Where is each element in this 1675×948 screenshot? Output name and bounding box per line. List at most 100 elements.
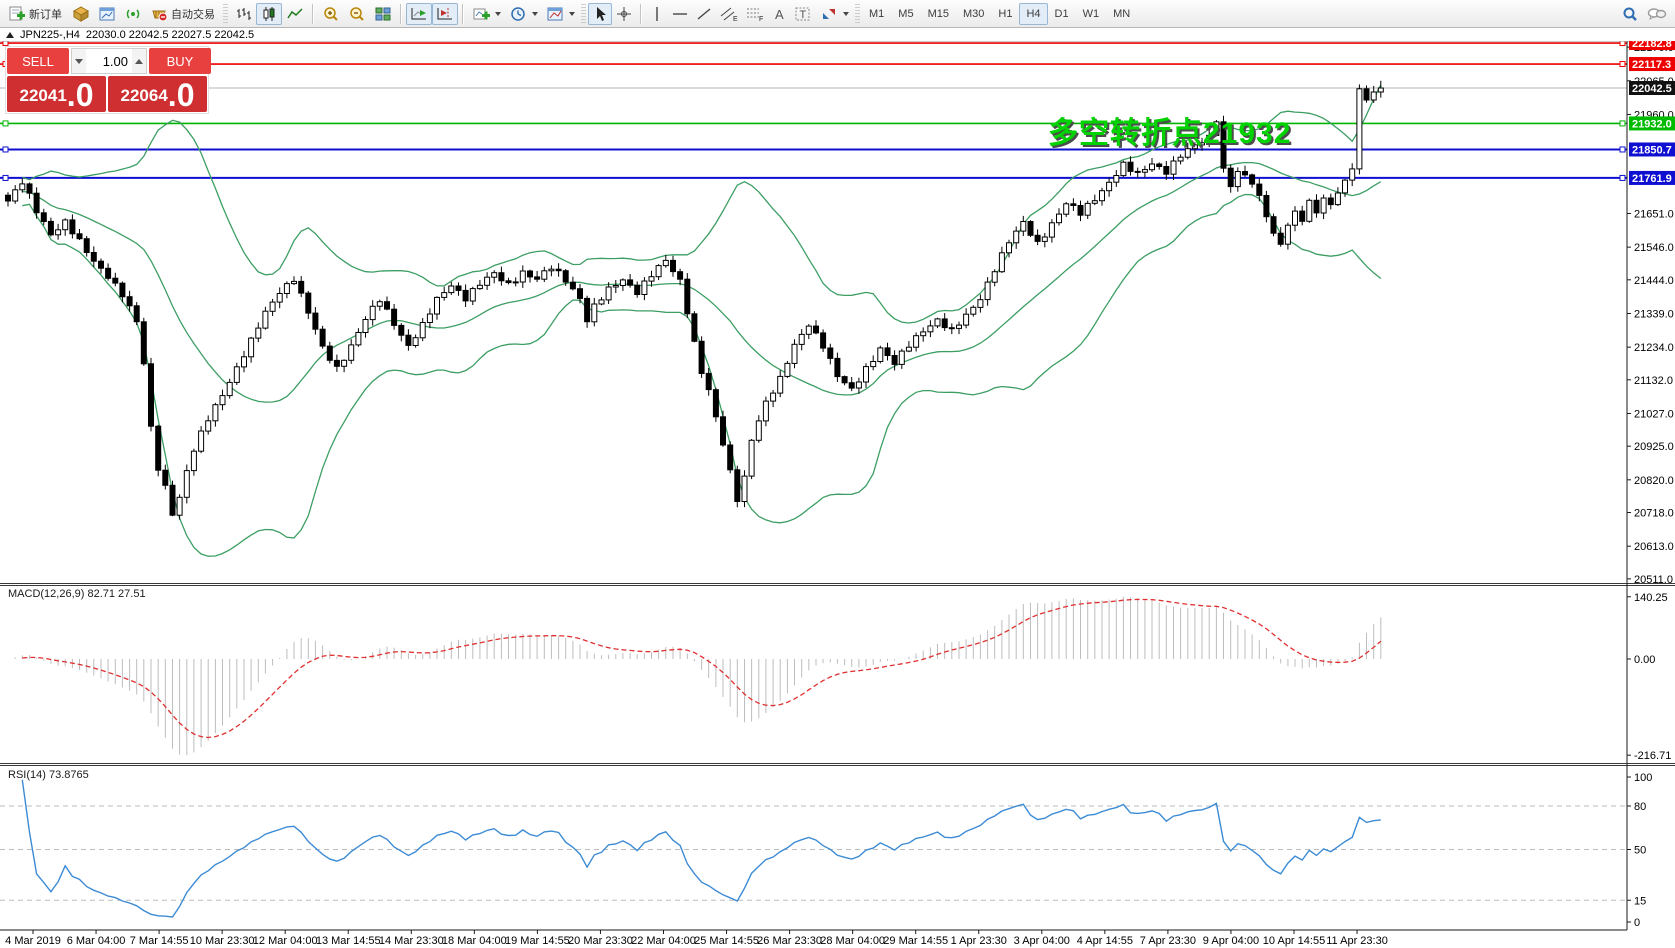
equidistant-channel-icon: E	[720, 7, 738, 22]
vertical-line-button[interactable]	[646, 3, 668, 25]
svg-text:20 Mar 23:30: 20 Mar 23:30	[568, 935, 633, 947]
one-click-trading-panel: SELL BUY 22041.0 22064.0	[5, 46, 211, 114]
candlestick-chart-button[interactable]	[256, 2, 282, 25]
rsi-line	[21, 779, 1381, 918]
svg-text:9 Apr 04:00: 9 Apr 04:00	[1203, 935, 1259, 947]
volume-input[interactable]	[86, 49, 132, 73]
autotrading-button[interactable]: 自动交易	[146, 3, 221, 25]
autotrading-label: 自动交易	[171, 8, 215, 21]
text-label-button[interactable]: T	[790, 3, 816, 25]
macd-axis[interactable]: 140.25 0.00 -216.71	[1627, 592, 1671, 762]
svg-text:T: T	[800, 9, 807, 21]
svg-text:4 Mar 2019: 4 Mar 2019	[5, 935, 61, 947]
auto-scroll-button[interactable]	[406, 2, 432, 25]
timeframe-m15-button[interactable]: M15	[927, 7, 949, 20]
fibonacci-button[interactable]: F	[742, 3, 768, 25]
toolbar-separator	[312, 3, 314, 24]
text-label-icon: T	[795, 7, 810, 21]
svg-text:A: A	[775, 7, 784, 22]
symbol-info-bar: JPN225-,H4 22030.0 22042.5 22027.5 22042…	[0, 28, 1675, 41]
chat-button[interactable]	[1643, 3, 1671, 25]
zoom-out-button[interactable]	[344, 3, 370, 25]
svg-text:0: 0	[1634, 917, 1640, 929]
shapes-button[interactable]	[816, 3, 853, 25]
chart-shift-icon	[437, 7, 452, 19]
trendline-button[interactable]	[692, 3, 716, 25]
svg-text:20925.0: 20925.0	[1634, 441, 1674, 453]
line-chart-button[interactable]	[282, 3, 308, 25]
svg-text:21444.0: 21444.0	[1634, 275, 1674, 287]
svg-text:3 Apr 04:00: 3 Apr 04:00	[1014, 935, 1070, 947]
time-axis[interactable]: 4 Mar 2019 6 Mar 04:00 7 Mar 14:55 10 Mar 2…	[5, 930, 1388, 947]
svg-text:22117.3: 22117.3	[1632, 59, 1671, 71]
svg-text:7 Mar 14:55: 7 Mar 14:55	[130, 935, 189, 947]
price-badges: 22182.8 22117.3 21932.0 21850.7 21761.9 22042…	[1629, 41, 1675, 185]
channel-button[interactable]: E	[716, 3, 742, 25]
search-button[interactable]	[1617, 3, 1643, 25]
volume-decrease-button[interactable]	[72, 49, 86, 73]
sell-button[interactable]: SELL	[7, 48, 69, 74]
text-button[interactable]: A	[768, 3, 790, 25]
svg-text:21132.0: 21132.0	[1634, 375, 1673, 387]
toolbar-grip	[581, 3, 586, 24]
svg-text:1 Apr 23:30: 1 Apr 23:30	[951, 935, 1007, 947]
dropdown-caret-icon	[495, 11, 501, 16]
charts-window-button[interactable]	[94, 3, 120, 25]
timeframe-d1-button[interactable]: D1	[1054, 7, 1069, 20]
svg-text:21932.0: 21932.0	[1632, 118, 1672, 130]
bid-price: 22041.0	[7, 76, 106, 112]
svg-text:21027.0: 21027.0	[1634, 408, 1674, 420]
buy-button[interactable]: BUY	[149, 48, 211, 74]
pane-dividers[interactable]	[0, 583, 1675, 766]
timeframe-w1-button[interactable]: W1	[1082, 7, 1100, 20]
signals-button[interactable]	[120, 3, 146, 25]
svg-text:11 Apr 23:30: 11 Apr 23:30	[1326, 935, 1388, 947]
svg-text:14 Mar 23:30: 14 Mar 23:30	[379, 935, 444, 947]
svg-text:140.25: 140.25	[1634, 592, 1668, 604]
svg-text:22 Mar 04:00: 22 Mar 04:00	[631, 935, 696, 947]
svg-text:28 Mar 04:00: 28 Mar 04:00	[820, 935, 885, 947]
svg-text:22182.8: 22182.8	[1632, 41, 1672, 50]
zoom-in-button[interactable]	[318, 3, 344, 25]
fibonacci-icon: F	[747, 8, 763, 22]
horizontal-price-lines[interactable]	[0, 41, 1627, 181]
svg-text:0.00: 0.00	[1634, 654, 1655, 666]
chart-shift-button[interactable]	[432, 2, 458, 25]
timeframe-m1-button[interactable]: M1	[869, 7, 885, 20]
bar-chart-button[interactable]	[230, 3, 256, 25]
svg-text:21339.0: 21339.0	[1634, 308, 1674, 320]
dropdown-caret-icon	[532, 11, 538, 16]
horizontal-line-button[interactable]	[668, 3, 692, 25]
arrows-icon	[823, 8, 835, 19]
chart-canvas[interactable]: 22170.022065.021960.021651.021546.021444…	[0, 41, 1675, 948]
cursor-icon	[597, 6, 606, 21]
svg-text:21234.0: 21234.0	[1634, 342, 1674, 354]
timeframe-mn-button[interactable]: MN	[1113, 7, 1131, 20]
cursor-button[interactable]	[588, 2, 612, 25]
market-button[interactable]	[68, 3, 94, 25]
indicators-button[interactable]	[468, 3, 505, 25]
tile-windows-button[interactable]	[370, 3, 396, 25]
symbol-period-label: JPN225-,H4	[20, 28, 80, 41]
candlesticks	[5, 80, 1384, 520]
line-chart-icon	[287, 7, 303, 18]
timeframe-m5-button[interactable]: M5	[898, 7, 914, 20]
zoom-in-icon	[324, 6, 338, 21]
templates-button[interactable]	[542, 3, 579, 25]
text-icon: A	[775, 7, 784, 22]
new-order-button[interactable]: 新订单	[4, 3, 68, 25]
chart-annotation: 多空转折点21932	[1048, 117, 1292, 150]
timeframe-h1-button[interactable]: H1	[998, 7, 1013, 20]
auto-scroll-icon	[411, 7, 426, 19]
periods-button[interactable]	[505, 3, 542, 25]
timeframe-h4-button[interactable]: H4	[1019, 2, 1048, 25]
timeframe-m30-button[interactable]: M30	[962, 7, 985, 20]
svg-text:10 Apr 14:55: 10 Apr 14:55	[1263, 935, 1325, 947]
volume-increase-button[interactable]	[132, 49, 146, 73]
rsi-axis[interactable]: 100 80 50 15 0	[1627, 772, 1652, 929]
svg-text:13 Mar 14:55: 13 Mar 14:55	[316, 935, 381, 947]
collapse-chart-icon[interactable]	[6, 31, 14, 38]
clock-icon	[511, 6, 525, 21]
crosshair-button[interactable]	[612, 3, 636, 25]
zoom-out-icon	[350, 6, 364, 21]
